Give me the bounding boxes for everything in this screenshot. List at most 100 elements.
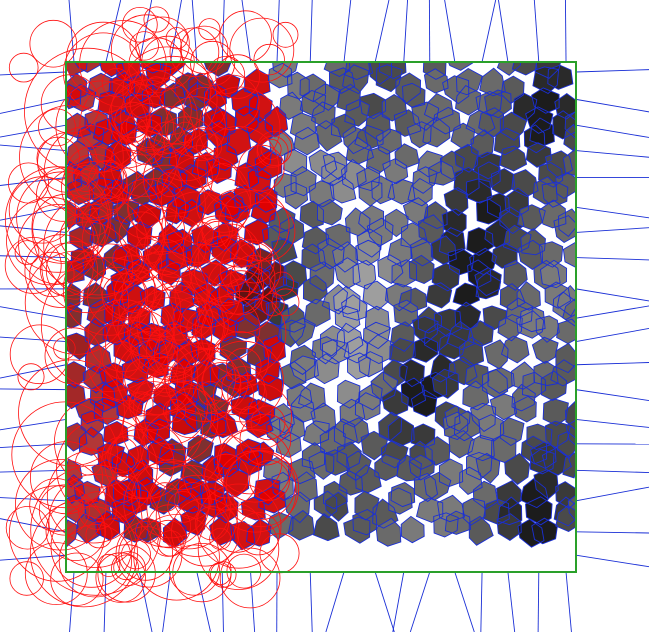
empty-circle [174,121,197,144]
empty-circle [125,103,175,152]
voronoi-ray [0,255,67,258]
voronoi-cell-edge [526,423,553,450]
empty-circle [95,552,146,603]
voronoi-cell-edge [497,496,523,526]
voronoi-cell-edge [293,126,320,156]
voronoi-cell-edge [400,515,425,544]
empty-circle [183,215,254,287]
voronoi-cell [316,120,342,152]
voronoi-ray [374,0,390,63]
voronoi-ray [565,571,572,632]
red-overlay-cell [246,116,273,146]
voronoi-cell-edge [482,498,510,525]
empty-circle [65,21,141,97]
empty-circle [195,295,261,362]
voronoi-cell-edge [357,383,383,411]
red-overlay-cell [149,487,175,515]
voronoi-ray [0,497,67,502]
voronoi-cell-edge [162,517,188,549]
voronoi-cell-edge [66,178,94,206]
voronoi-cell-edge [150,107,178,138]
voronoi-cell-edge [277,319,306,348]
voronoi-cell-edge [320,325,346,357]
voronoi-cell-edge [478,107,505,138]
voronoi-cell-edge [289,355,319,383]
empty-circle [97,553,121,577]
red-overlay-cell [66,259,85,283]
empty-circle [146,464,231,550]
empty-circle [162,398,187,423]
empty-circle [238,144,285,192]
voronoi-ray [0,177,67,186]
voronoi-cell-edge [139,285,166,312]
voronoi-cell-edge [342,417,370,444]
voronoi-cell [476,199,502,224]
voronoi-cell-edge [540,370,568,402]
voronoi-cell [411,424,435,448]
voronoi-cell-edge [317,198,343,226]
voronoi-cell-edge [139,322,166,352]
voronoi-cell-edge [284,491,311,524]
voronoi-cell [518,240,543,270]
voronoi-cell-edge [532,66,560,95]
empty-circle [121,388,204,470]
voronoi-cell-edge [415,497,444,523]
red-overlay-cell [187,435,214,463]
voronoi-cell-edge [542,398,569,427]
voronoi-cell-edge [342,125,369,155]
voronoi-cell-edge [472,151,502,180]
voronoi-cell-edge [164,478,192,506]
red-overlay-cell [90,217,117,247]
voronoi-cell-edge [254,185,278,213]
voronoi-cell-edge [364,112,391,143]
voronoi-cell-edge [376,128,402,155]
voronoi-ray [0,144,67,152]
empty-circle [197,220,241,265]
voronoi-cell-edge [338,470,364,496]
voronoi-ray [507,571,516,632]
empty-circle [105,309,176,380]
voronoi-cell-edge [301,243,327,272]
voronoi-ray [575,305,649,319]
voronoi-cell-edge [123,321,152,348]
voronoi-cell [424,68,449,94]
empty-circle [135,16,190,71]
voronoi-cell-edge [172,184,201,212]
empty-circle [207,56,246,95]
voronoi-cell-edge [123,514,149,543]
voronoi-cell-edge [336,441,362,470]
voronoi-cell-edge [466,227,494,256]
voronoi-cell [504,453,530,485]
empty-circle [48,473,143,568]
voronoi-cell-edge [381,93,408,122]
voronoi-cell [491,168,515,195]
voronoi-cell-edge [531,87,560,114]
voronoi-cell-edge [264,105,289,138]
voronoi-cell-edge [459,466,483,495]
empty-circle [167,491,200,523]
voronoi-ray [409,571,431,632]
voronoi-cell-edge [408,254,435,284]
voronoi-cell-edge [213,442,238,470]
empty-circle [62,32,144,113]
empty-circle [165,388,216,439]
voronoi-cell-edge [225,195,250,224]
voronoi-cell [553,215,576,243]
empty-circle [227,374,267,415]
empty-circle [45,240,105,300]
voronoi-cell-edge [269,402,295,434]
voronoi-cell-edge [271,238,298,265]
empty-circle [36,167,91,222]
voronoi-cell-edge [258,486,287,514]
empty-circle [102,341,140,380]
voronoi-cell-edge [152,338,181,366]
voronoi-cell-edge [448,430,475,459]
voronoi-ray [480,571,483,632]
voronoi-cell-edge [544,420,572,449]
empty-circle [201,362,241,402]
empty-circle [15,459,107,551]
voronoi-cell-edge [299,200,324,229]
voronoi-cell-edge [188,72,217,104]
voronoi-cell-edge [433,308,463,337]
voronoi-ray [575,69,649,73]
